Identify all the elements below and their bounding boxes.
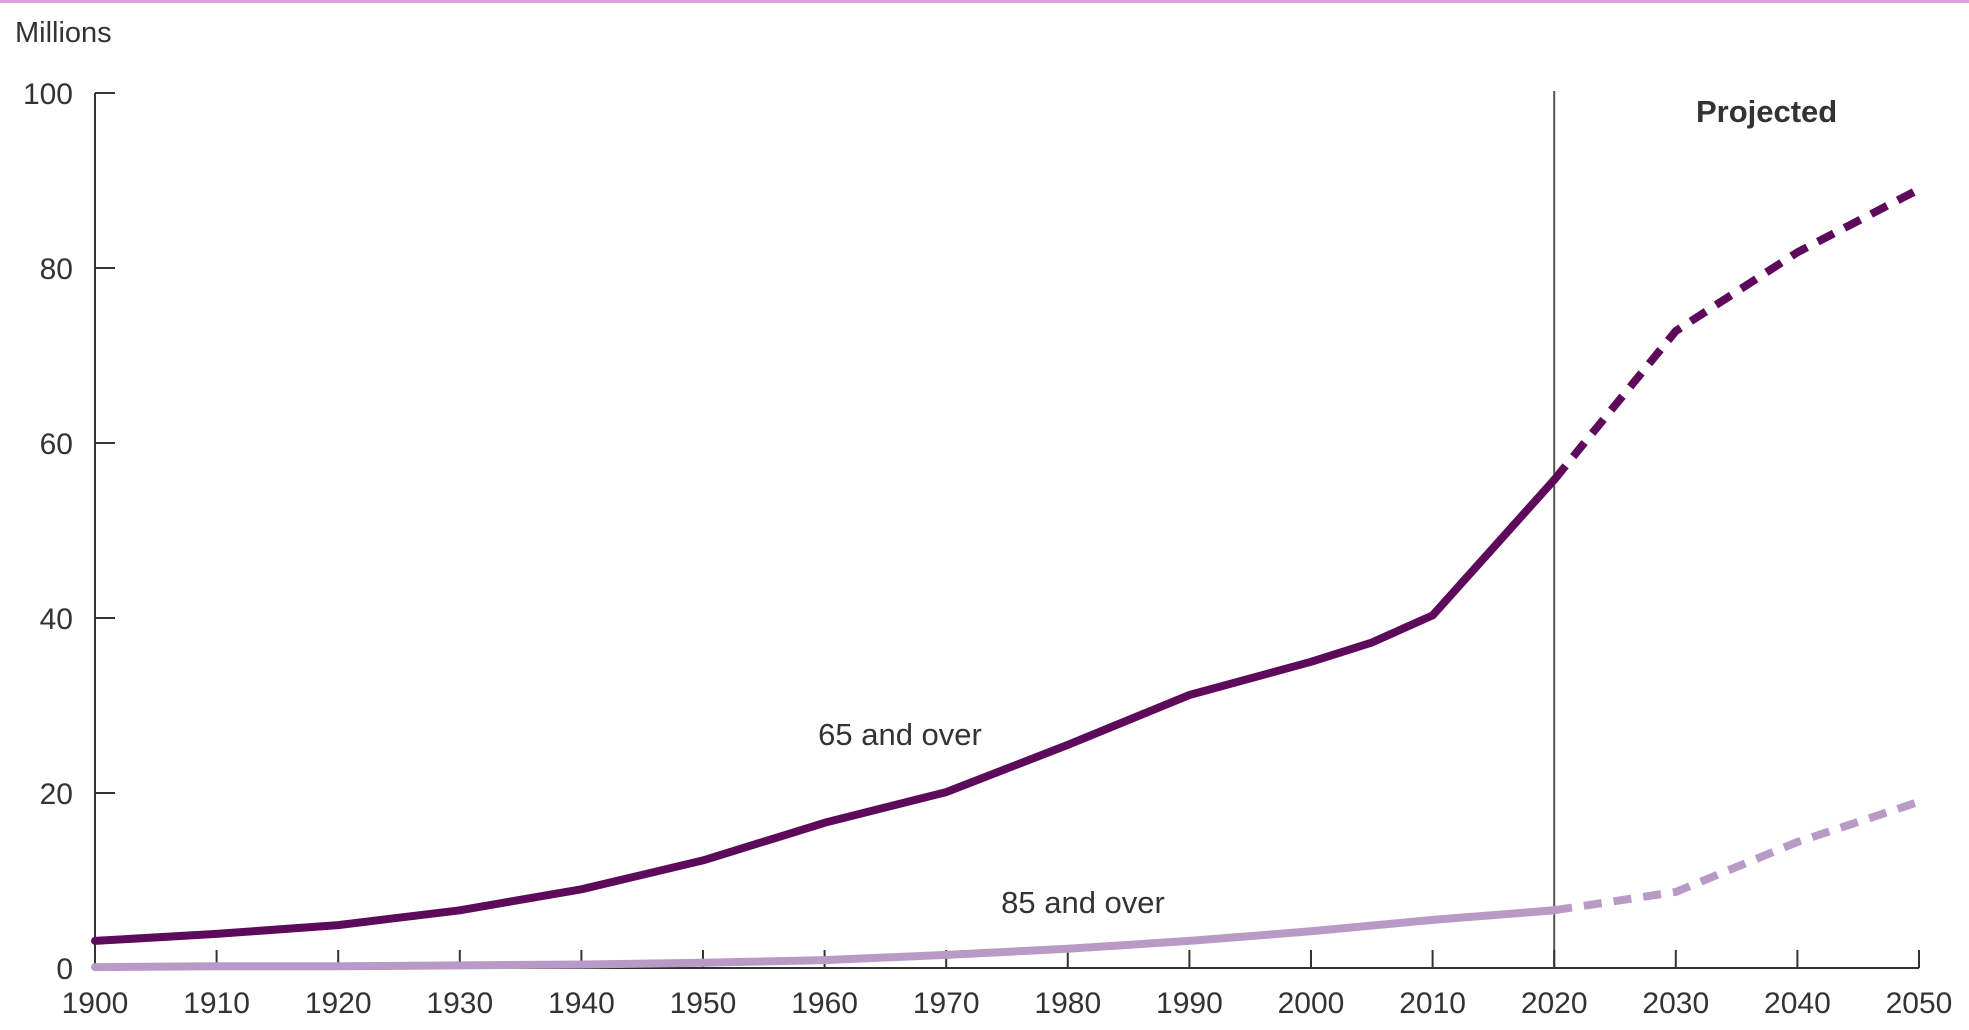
x-tick-label: 2030 (1642, 987, 1709, 1020)
x-tick-label: 2010 (1399, 987, 1466, 1020)
series-label-85-and-over: 85 and over (1001, 885, 1165, 920)
y-tick-label: 60 (40, 428, 73, 461)
series-line-observed-1 (91, 906, 1559, 972)
series-layer (91, 185, 1921, 972)
series-line-observed-0 (91, 475, 1559, 945)
y-tick-label: 80 (40, 253, 73, 286)
y-tick-label: 20 (40, 778, 73, 811)
x-tick-label: 1990 (1156, 987, 1223, 1020)
x-tick-label: 1930 (426, 987, 493, 1020)
x-tick-label: 1900 (62, 987, 129, 1020)
x-tick-label: 1920 (305, 987, 372, 1020)
y-tick-label: 0 (56, 953, 73, 986)
x-tick-label: 1960 (791, 987, 858, 1020)
y-axis-unit-label: Millions (15, 17, 112, 49)
series-line-projected-1 (1553, 798, 1921, 915)
series-label-65-and-over: 65 and over (818, 717, 982, 752)
x-tick-label: 2040 (1764, 987, 1831, 1020)
x-tick-label: 2050 (1886, 987, 1953, 1020)
x-tick-label: 1940 (548, 987, 615, 1020)
y-tick-label: 40 (40, 603, 73, 636)
projection-label: Projected (1696, 94, 1837, 129)
x-tick-label: 1970 (913, 987, 980, 1020)
y-axis-ticks: 0 20 40 60 80 100 (23, 78, 115, 986)
x-tick-label: 2020 (1521, 987, 1588, 1020)
x-axis-ticks: 1900 1910 1920 1930 1940 1950 1960 1970 1980 1990… (62, 950, 1953, 1020)
y-tick-label: 100 (23, 78, 73, 111)
x-tick-label: 1910 (183, 987, 250, 1020)
series-line-projected-0 (1551, 185, 1921, 483)
x-tick-label: 1950 (670, 987, 737, 1020)
x-tick-label: 2000 (1278, 987, 1345, 1020)
x-tick-label: 1980 (1034, 987, 1101, 1020)
